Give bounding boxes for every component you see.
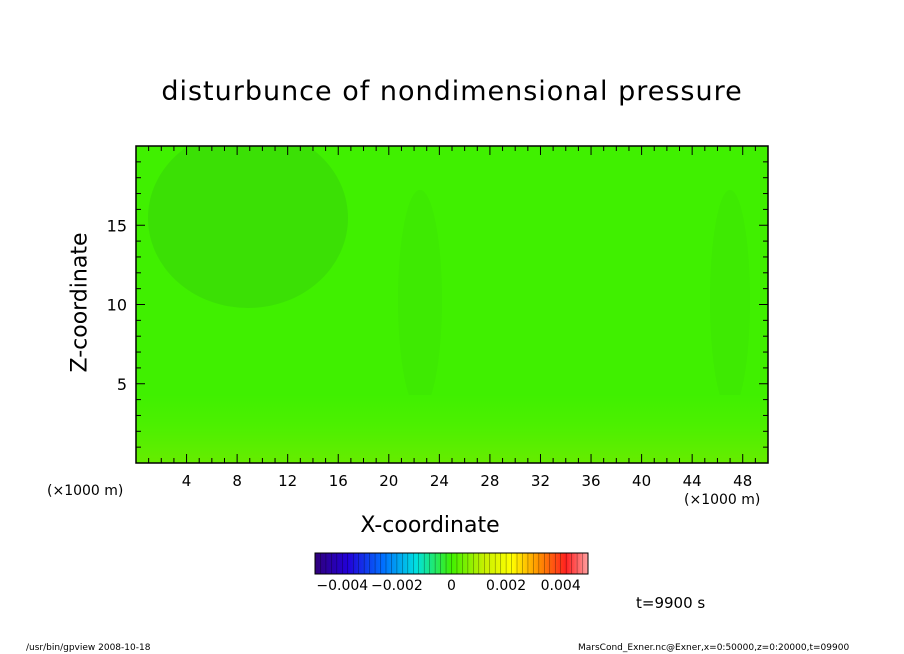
x-tick-label: 16 bbox=[329, 472, 348, 490]
positive-band-bottom bbox=[136, 395, 768, 463]
x-tick-label: 4 bbox=[182, 472, 192, 490]
colorbar-tick-label: −0.002 bbox=[371, 578, 423, 594]
x-tick-label: 48 bbox=[733, 472, 752, 490]
y-axis-label: Z-coordinate bbox=[67, 232, 93, 373]
colorbar: −0.004 −0.002 0 0.002 0.004 bbox=[314, 552, 589, 594]
x-tick-label: 20 bbox=[379, 472, 398, 490]
x-tick-label: 28 bbox=[480, 472, 499, 490]
x-tick-label: 36 bbox=[581, 472, 600, 490]
chart-title: disturbunce of nondimensional pressure bbox=[161, 76, 743, 107]
heatmap-field bbox=[136, 146, 768, 463]
footer-left: /usr/bin/gpview 2008-10-18 bbox=[26, 643, 151, 653]
colorbar-tick-label: 0 bbox=[447, 578, 456, 594]
colorbar-tick-label: 0.002 bbox=[486, 578, 526, 594]
time-label: t=9900 s bbox=[636, 594, 706, 612]
colorbar-lines bbox=[320, 553, 583, 574]
x-axis-label: X-coordinate bbox=[360, 513, 500, 538]
footer-right: MarsCond_Exner.nc@Exner,x=0:50000,z=0:20… bbox=[578, 643, 850, 653]
x-unit-left: (×1000 m) bbox=[47, 483, 124, 499]
x-tick-label: 32 bbox=[531, 472, 550, 490]
x-tick-label: 24 bbox=[430, 472, 449, 490]
colorbar-frame bbox=[314, 552, 589, 575]
colorbar-labels: −0.004 −0.002 0 0.002 0.004 bbox=[316, 578, 580, 594]
x-tick-label: 40 bbox=[632, 472, 651, 490]
y-tick-label: 5 bbox=[117, 375, 127, 394]
colorbar-tick-label: 0.004 bbox=[541, 578, 581, 594]
x-tick-label: 44 bbox=[683, 472, 702, 490]
anomaly-region-right bbox=[710, 190, 750, 410]
y-axis-ticks: 5 10 15 bbox=[107, 161, 768, 448]
anomaly-region-mid bbox=[398, 190, 442, 410]
y-tick-label: 10 bbox=[107, 296, 127, 315]
x-tick-label: 12 bbox=[278, 472, 297, 490]
x-tick-label: 8 bbox=[232, 472, 242, 490]
colorbar-tick-label: −0.004 bbox=[316, 578, 368, 594]
negative-anomaly-region bbox=[148, 146, 348, 308]
x-unit-right: (×1000 m) bbox=[684, 492, 761, 508]
y-tick-label: 15 bbox=[107, 216, 127, 235]
x-axis-ticks: 4 8 12 16 20 24 28 32 36 40 44 48 bbox=[148, 146, 756, 490]
